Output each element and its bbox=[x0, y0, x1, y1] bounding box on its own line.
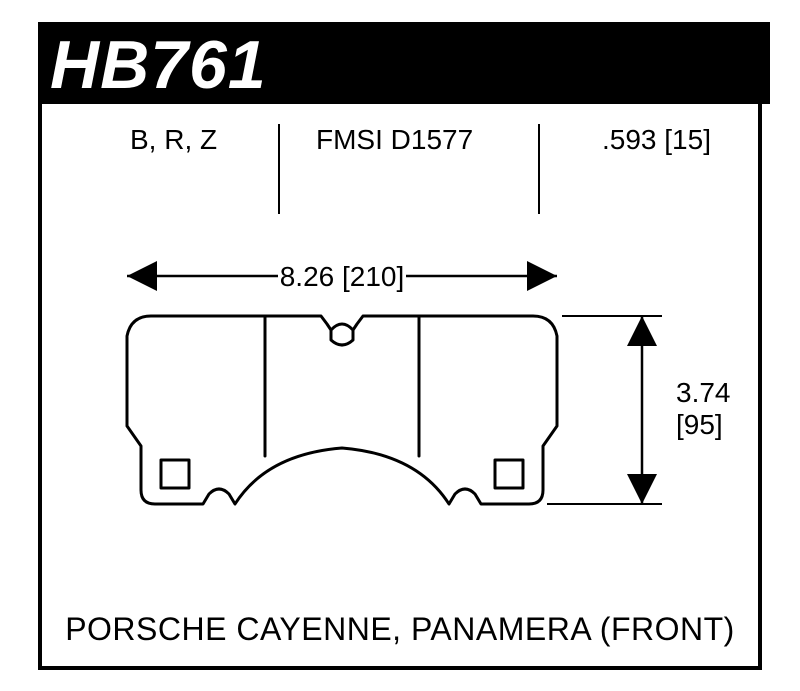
spec-thickness: .593 [15] bbox=[602, 124, 711, 156]
diagram-svg: 8.26 [210] 3.74 [95] bbox=[42, 236, 762, 576]
application-label: PORSCHE CAYENNE, PANAMERA (FRONT) bbox=[42, 611, 758, 648]
spec-compounds: B, R, Z bbox=[130, 124, 217, 156]
spec-divider bbox=[538, 124, 540, 214]
spec-row: B, R, Z FMSI D1577 .593 [15] bbox=[42, 124, 758, 214]
height-dimension-label-1: 3.74 bbox=[676, 377, 731, 408]
brake-pad-diagram: 8.26 [210] 3.74 [95] bbox=[42, 236, 758, 576]
spec-fmsi: FMSI D1577 bbox=[316, 124, 473, 156]
header-bar: HB761 bbox=[38, 22, 770, 104]
part-number: HB761 bbox=[50, 26, 267, 104]
spec-card: HB761 B, R, Z FMSI D1577 .593 [15] 8.26 … bbox=[38, 22, 762, 670]
spec-divider bbox=[278, 124, 280, 214]
height-dimension-label-2: [95] bbox=[676, 409, 723, 440]
brake-pad-outline bbox=[127, 316, 557, 504]
width-dimension-label: 8.26 [210] bbox=[280, 261, 405, 292]
